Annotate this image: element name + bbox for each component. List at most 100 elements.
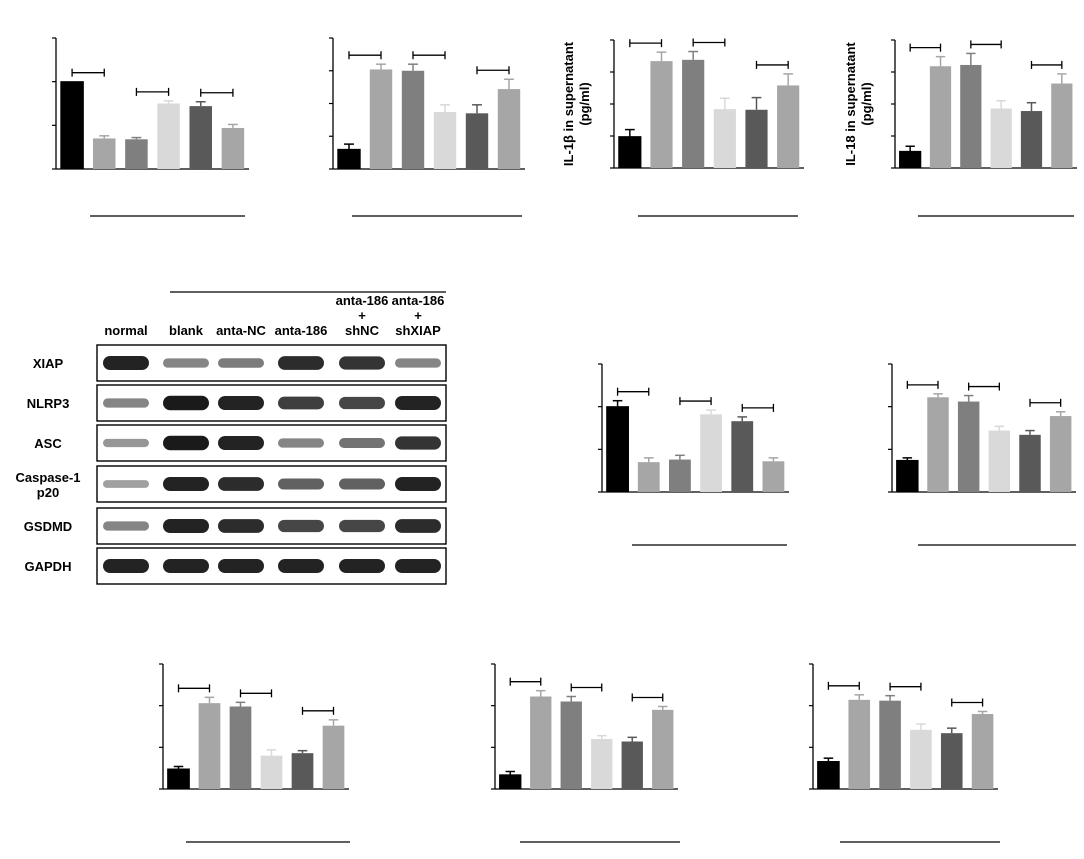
bar-anta-nc [560,701,582,789]
chart-panel-i [491,663,680,843]
bar-anta-nc [960,64,982,168]
lane-label-1: blank [169,323,204,338]
blot-band [278,438,324,448]
lane-label-line: anta-186 [392,293,445,308]
bar-normal [499,774,522,790]
bar-anta-186-shnc [189,106,213,169]
bar-normal [817,761,840,790]
bar-anta-186-shnc [621,741,643,789]
blot-band [278,519,324,533]
lane-label-line: shXIAP [395,323,441,338]
blot-band [395,436,441,450]
blot-band [395,519,441,533]
bar-anta-186-shxiap [1051,83,1073,168]
bar-blank [650,61,673,169]
bar-anta-186 [910,729,932,789]
blot-band [395,395,441,411]
blot-band [163,558,209,574]
blot-band [163,395,209,411]
y-axis-label-line: (pg/ml) [859,82,874,125]
bar-anta-186-shxiap [322,725,345,789]
blot-band [103,355,149,371]
blot-band [218,519,264,533]
blot-band [103,480,149,488]
lane-label-3: anta-186 [275,323,328,338]
bar-anta-nc [957,401,980,492]
chart-panel-g [888,363,1076,546]
bar-blank [92,138,116,169]
blot-band [278,396,324,410]
blot-band [103,558,149,574]
y-axis-label: IL-1β in supernatant(pg/ml) [561,41,592,166]
blot-frame [96,344,447,382]
bar-anta-186-shxiap [762,461,785,492]
blot-band [103,398,149,408]
bar-anta-186-shnc [940,733,963,789]
blot-band [395,476,441,492]
chart-panel-j [809,663,1000,843]
blot-band [339,437,385,449]
lane-label-line: + [358,308,366,323]
bar-anta-186 [713,109,736,168]
chart-panel-a [52,37,249,217]
blot-frame [96,384,447,422]
bar-blank [848,699,871,789]
blot-band [163,358,209,368]
blot-band [163,435,209,451]
blot-band [339,478,385,490]
lane-label-0: normal [104,323,147,338]
blot-band [339,558,385,574]
bar-anta-nc [125,139,148,169]
chart-panel-d: IL-18 in supernatant(pg/ml) [843,39,1077,217]
blot-protein-label: XIAP [33,356,64,371]
blot-protein-label-line: GSDMD [24,519,72,534]
chart-panel-f [598,363,789,546]
y-axis-label-line: IL-18 in supernatant [843,42,858,166]
bar-anta-nc [669,459,691,492]
bar-anta-186-shxiap [777,85,800,168]
blot-band [163,518,209,534]
bar-anta-186 [591,739,613,789]
bar-anta-186-shxiap [497,89,521,169]
y-axis-label: IL-18 in supernatant(pg/ml) [843,42,874,166]
chart-panel-b [329,37,525,217]
bar-anta-186-shnc [731,421,754,492]
bar-anta-186-shnc [291,753,314,789]
bar-normal [167,768,190,790]
blot-band [278,356,324,370]
blot-band [103,521,149,531]
lane-label-line: normal [104,323,147,338]
lane-label-4: anta-186 + shNC [336,293,389,338]
blot-band [339,519,385,533]
bar-normal [606,406,629,493]
blot-protein-label-line: GAPDH [25,559,72,574]
blot-protein-label-line: ASC [34,436,62,451]
lane-label-line: anta-186 [275,323,328,338]
bar-anta-186-shxiap [652,709,674,789]
bar-anta-186 [990,108,1012,168]
chart-panel-h [159,663,350,843]
blot-band [218,358,264,368]
blot-band [339,396,385,410]
bar-anta-186 [157,103,180,169]
blot-protein-label: GAPDH [25,559,72,574]
blot-protein-label-line: XIAP [33,356,64,371]
blot-band [395,358,441,368]
lane-label-line: blank [169,323,204,338]
bar-anta-186 [700,414,722,492]
lane-label-line: anta-NC [216,323,266,338]
blot-frame [96,547,447,585]
y-axis-label-line: IL-1β in supernatant [561,41,576,166]
bar-blank [637,462,660,492]
blot-band [103,438,149,448]
bar-anta-186-shxiap [1049,416,1072,492]
blot-frame [96,507,447,545]
bar-anta-186-shnc [1019,434,1041,492]
blot-band [339,356,385,370]
blot-band [163,476,209,492]
lane-label-5: anta-186 + shXIAP [392,293,445,338]
bar-blank [198,703,221,789]
bar-normal [896,459,919,493]
blot-band [278,478,324,490]
blot-band [278,558,324,574]
